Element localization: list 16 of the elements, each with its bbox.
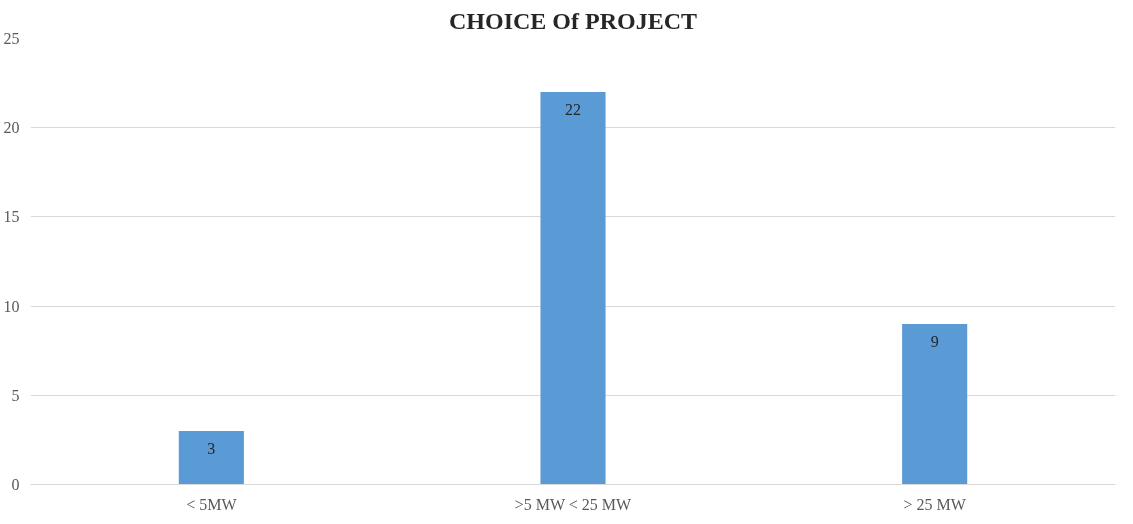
y-tick-label: 25	[3, 30, 20, 47]
bar	[540, 92, 606, 485]
data-label: 9	[930, 332, 939, 350]
x-tick-label: < 5MW	[186, 495, 238, 513]
data-label: 22	[565, 101, 581, 119]
x-tick-label: >5 MW < 25 MW	[514, 495, 632, 513]
y-tick-label: 15	[3, 208, 20, 226]
y-tick-label: 0	[11, 476, 20, 493]
x-tick-label: > 25 MW	[903, 495, 967, 513]
y-tick-label: 20	[3, 119, 20, 137]
chart-title: CHOICE Of PROJECT	[448, 7, 698, 34]
bar	[902, 323, 968, 485]
bar	[178, 430, 244, 485]
y-tick-label: 10	[3, 297, 20, 315]
data-label: 3	[207, 439, 216, 457]
y-tick-label: 5	[11, 386, 20, 404]
